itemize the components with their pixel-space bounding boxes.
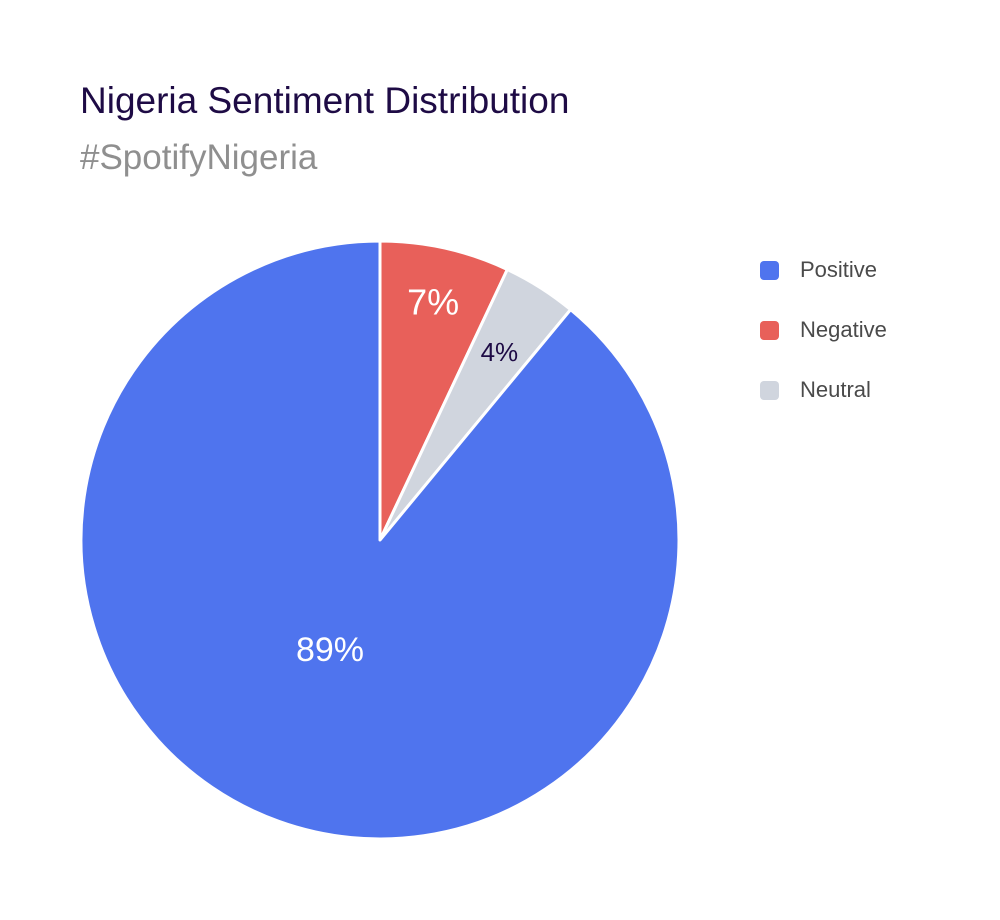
pie-slice-negative <box>378 239 509 542</box>
legend-swatch-negative <box>760 320 779 340</box>
pie-slices <box>79 239 681 841</box>
legend-label-positive: Positive <box>800 257 878 282</box>
legend: Positive Negative Neutral <box>760 252 887 432</box>
legend-swatch-positive <box>760 260 779 280</box>
legend-swatch-neutral <box>760 380 779 400</box>
legend-item-neutral[interactable]: Neutral <box>760 372 887 408</box>
chart-subtitle: #SpotifyNigeria <box>80 138 318 177</box>
legend-item-positive[interactable]: Positive <box>760 252 887 288</box>
slice-label-negative: 7% <box>407 282 459 323</box>
pie-labels: 7% 4% 89% <box>296 282 518 669</box>
slice-label-neutral: 4% <box>481 337 519 367</box>
legend-label-neutral: Neutral <box>800 377 871 402</box>
legend-label-negative: Negative <box>800 317 887 342</box>
pie-slice-positive <box>79 239 681 841</box>
legend-item-negative[interactable]: Negative <box>760 312 887 348</box>
slice-label-positive: 89% <box>296 631 364 669</box>
chart-title: Nigeria Sentiment Distribution <box>80 80 570 121</box>
